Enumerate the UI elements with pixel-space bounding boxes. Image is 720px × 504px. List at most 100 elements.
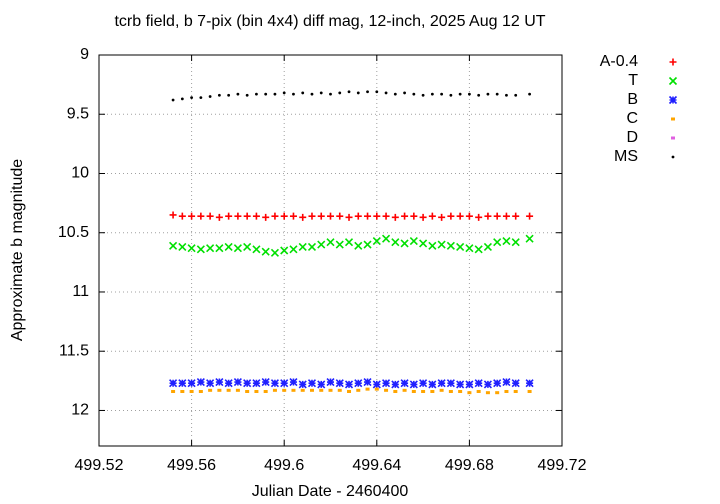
data-point <box>335 379 344 388</box>
y-tick-label: 10 <box>71 165 89 182</box>
data-point <box>196 377 205 387</box>
data-point <box>400 379 409 388</box>
data-point <box>356 388 361 392</box>
data-point <box>401 212 409 220</box>
x-tick-label: 499.6 <box>264 457 304 474</box>
data-point <box>458 389 463 393</box>
data-point <box>465 212 473 220</box>
y-axis-label: Approximate b magnitude <box>9 159 26 341</box>
data-point <box>502 377 511 387</box>
data-point <box>196 245 205 254</box>
data-point <box>468 92 471 96</box>
data-point <box>456 212 464 220</box>
data-point <box>280 379 289 388</box>
data-point <box>190 96 194 100</box>
data-point <box>504 389 509 393</box>
data-point <box>400 239 409 248</box>
data-point <box>511 379 520 388</box>
data-point <box>327 212 334 220</box>
data-point <box>354 379 363 388</box>
data-point <box>372 380 381 389</box>
data-point <box>272 388 277 392</box>
data-point <box>344 238 354 247</box>
chart-title: tcrb field, b 7-pix (bin 4x4) diff mag, … <box>114 13 545 30</box>
data-point <box>372 236 381 246</box>
data-point <box>336 212 344 220</box>
data-point <box>410 212 418 220</box>
data-point <box>344 380 354 389</box>
data-point <box>384 91 388 95</box>
data-point <box>373 212 381 220</box>
data-point <box>430 92 434 96</box>
data-point <box>178 212 186 220</box>
data-point <box>224 242 233 252</box>
data-point <box>391 213 399 221</box>
data-point <box>301 91 305 95</box>
y-tick-label: 9 <box>80 46 89 63</box>
data-point <box>298 380 307 389</box>
data-point <box>187 379 196 388</box>
legend-label: C <box>626 110 638 127</box>
data-point <box>317 212 325 220</box>
data-point <box>169 241 178 250</box>
data-point <box>261 377 270 387</box>
y-tick-label: 11 <box>72 283 89 300</box>
data-point <box>493 238 502 247</box>
data-point <box>393 92 397 96</box>
data-point <box>402 388 407 392</box>
legend-marker <box>671 117 675 121</box>
data-point <box>513 389 518 393</box>
data-point <box>254 389 259 393</box>
data-point <box>409 380 418 389</box>
data-point <box>171 98 175 102</box>
data-point <box>485 391 490 395</box>
data-point <box>188 212 196 220</box>
data-point <box>526 212 534 220</box>
data-point <box>514 93 518 97</box>
data-point <box>264 92 268 96</box>
legend-label: T <box>628 72 638 89</box>
data-point <box>411 389 416 393</box>
data-point <box>476 389 481 393</box>
data-point <box>280 212 288 220</box>
data-point <box>197 212 205 220</box>
legend-label: MS <box>614 148 638 165</box>
data-point <box>299 213 307 221</box>
data-point <box>224 379 233 388</box>
data-point <box>289 245 298 254</box>
data-point <box>458 92 462 96</box>
data-point <box>354 212 362 220</box>
data-point <box>328 388 333 392</box>
data-point <box>226 388 231 392</box>
data-point <box>374 387 379 391</box>
data-point <box>208 95 212 98</box>
data-point <box>217 388 222 392</box>
data-point <box>227 93 231 97</box>
data-point <box>289 377 298 387</box>
data-point <box>234 212 242 220</box>
data-point <box>495 92 499 96</box>
data-point <box>440 92 444 96</box>
data-point <box>475 213 483 221</box>
data-point <box>329 92 332 96</box>
data-point <box>505 93 508 97</box>
data-point <box>419 213 427 221</box>
data-point <box>465 380 474 389</box>
data-point <box>456 380 465 389</box>
data-point <box>326 238 335 247</box>
data-point <box>527 389 532 393</box>
data-point <box>261 247 270 256</box>
data-point <box>243 212 251 220</box>
data-point <box>280 246 289 255</box>
data-point <box>262 213 270 221</box>
data-point <box>189 389 194 393</box>
data-point <box>525 379 534 388</box>
data-point <box>270 248 280 257</box>
data-point <box>215 244 224 253</box>
x-tick-label: 499.56 <box>167 457 216 474</box>
data-point <box>326 377 335 387</box>
data-point <box>235 388 240 392</box>
data-point <box>300 388 305 392</box>
data-point <box>381 234 391 243</box>
